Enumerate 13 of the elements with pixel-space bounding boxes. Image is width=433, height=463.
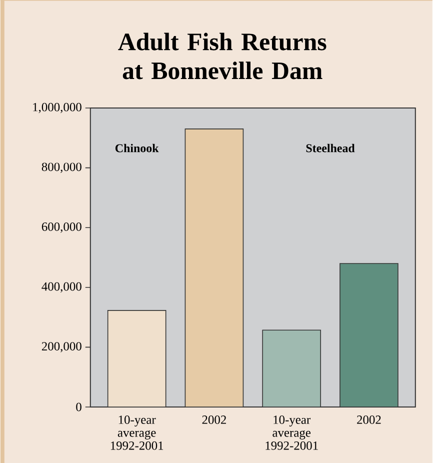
y-tick-label: 400,000 bbox=[42, 282, 82, 293]
chart-title: Adult Fish Returns at Bonneville Dam bbox=[118, 32, 326, 80]
x-tick-label: 10-year average 1992-2001 bbox=[266, 416, 318, 450]
annotation: Chinook bbox=[116, 144, 159, 152]
x-tick-label: 2002 bbox=[357, 416, 381, 424]
y-tick-label: 800,000 bbox=[42, 162, 82, 173]
annotation: Steelhead bbox=[306, 144, 355, 152]
y-tick-label: 1,000,000 bbox=[33, 102, 82, 114]
y-tick-label: 200,000 bbox=[42, 342, 82, 352]
y-tick-label: 600,000 bbox=[42, 222, 82, 233]
x-tick-label: 10-year average 1992-2001 bbox=[111, 416, 164, 450]
y-tick-label: 0 bbox=[76, 402, 82, 412]
x-tick-label: 2002 bbox=[202, 416, 226, 424]
